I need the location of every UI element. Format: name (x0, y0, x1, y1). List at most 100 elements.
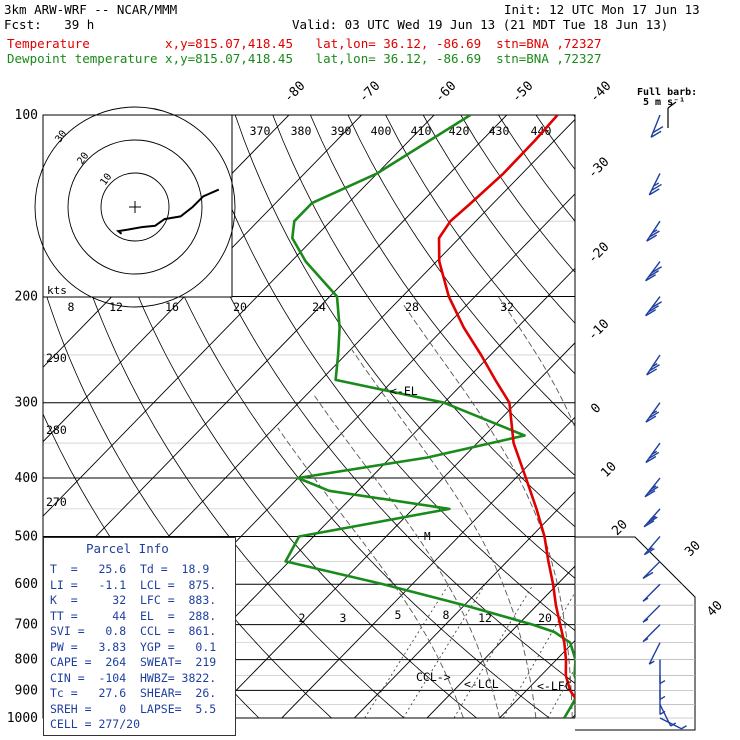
wind-barb (659, 659, 666, 685)
temperature-tick-label: 40 (704, 598, 726, 620)
wind-barb-feather (646, 234, 658, 242)
wind-barb (645, 402, 661, 423)
init-time: Init: 12 UTC Mon 17 Jun 13 (504, 2, 700, 17)
dry-adiabat-line (234, 115, 575, 579)
mixing-ratio-line (502, 591, 575, 718)
wind-barb-feather (650, 130, 662, 138)
parcel-row: SVI = 0.8 CCL = 861. (50, 624, 217, 638)
moist-adiabat-line (351, 349, 537, 718)
theta-label: 400 (371, 124, 392, 138)
ccl-marker: CCL-> (416, 670, 451, 684)
pressure-tick-label: 600 (15, 577, 38, 592)
mixing-ratio-label: 5 (395, 608, 402, 622)
isotherm-line (499, 640, 575, 718)
wind-barb-half-feather (642, 618, 649, 623)
pressure-tick-label: 300 (15, 396, 38, 411)
dry-adiabat-line (649, 115, 740, 718)
wind-barb-staff (648, 173, 661, 196)
hodograph-box (42, 114, 233, 298)
isotherm-line (354, 491, 575, 718)
wind-barb-staff (646, 354, 661, 376)
wind-barb-feather (647, 516, 658, 524)
wind-barb-half-feather (650, 485, 657, 490)
valid-time: Valid: 03 UTC Wed 19 Jun 13 (21 MDT Tue … (292, 17, 669, 32)
wind-barb-staff (648, 642, 661, 665)
pressure-tick-label: 200 (15, 290, 38, 305)
theta-label: 390 (331, 124, 352, 138)
dry-adiabat-line (46, 115, 405, 718)
temperature-tick-label: -20 (585, 240, 612, 267)
reference-temperature-label: 290 (46, 351, 67, 365)
theta-label: 420 (449, 124, 470, 138)
wind-barb-staff (642, 560, 661, 579)
wind-barb-half-feather (659, 679, 666, 685)
wind-barb-half-feather (647, 547, 653, 552)
pressure-tick-label: 1000 (7, 711, 38, 726)
wind-barb-staff (645, 442, 661, 463)
wind-barb-feather (649, 364, 660, 372)
dry-adiabat-line (347, 115, 575, 426)
temperature-tick-label: 10 (598, 459, 620, 481)
wind-barb-half-feather (651, 363, 658, 368)
wind-barb-feather (652, 126, 664, 134)
wind-barb-half-feather (681, 725, 687, 730)
dry-adiabat-line (498, 115, 575, 222)
full-barb-feather (667, 101, 677, 109)
wind-barb-staff (642, 604, 661, 623)
el-marker: <-EL (390, 384, 418, 398)
wind-barb (642, 583, 661, 602)
hodograph-speed-label: 28 (405, 300, 419, 314)
dry-adiabat-line (611, 115, 740, 718)
mixing-ratio-label: 2 (299, 611, 306, 625)
parcel-row: T = 25.6 Td = 18.9 (50, 562, 210, 576)
wind-barb (659, 675, 666, 701)
wind-barb (648, 642, 661, 665)
parcel-row: CELL = 277/20 (50, 717, 141, 731)
temperature-tick-label: -40 (587, 79, 614, 106)
hodograph-speed-label: 16 (165, 300, 179, 314)
wind-barb (642, 624, 661, 643)
parcel-row: Tc = 27.6 SHEAR= 26. (50, 686, 217, 700)
isotherm-line (43, 115, 362, 443)
mixing-ratio-line (607, 584, 677, 718)
wind-barb (644, 477, 661, 498)
wind-barb-half-feather (653, 182, 660, 187)
m-marker: M (424, 530, 431, 543)
isotherm-line (281, 416, 575, 718)
dry-adiabat-line (724, 115, 740, 718)
dry-adiabat-line (310, 115, 575, 477)
dry-adiabat-line (197, 115, 575, 632)
wind-barb-staff (646, 220, 661, 242)
dry-adiabat-line (422, 115, 575, 324)
mixing-ratio-line (547, 667, 575, 718)
forecast-hour: Fcst: 39 h (4, 17, 95, 32)
wind-barb-half-feather (651, 229, 658, 234)
wind-barb (642, 560, 661, 580)
temperature-line (437, 115, 575, 700)
hodograph-ring (67, 139, 203, 275)
mixing-ratio-label: 3 (340, 611, 347, 625)
wind-barb (645, 296, 662, 317)
theta-label: 370 (250, 124, 271, 138)
wind-barb-staff (642, 624, 661, 643)
wind-barb-staff (645, 402, 661, 423)
mixing-ratio-line (402, 583, 486, 718)
temperature-tick-label: -50 (509, 79, 536, 106)
wind-barb-feather (651, 266, 662, 274)
dry-adiabat-line (272, 115, 575, 528)
wind-barb (646, 354, 661, 376)
theta-label: 380 (291, 124, 312, 138)
isotherm-line (426, 565, 575, 718)
diagram-lines (43, 115, 740, 718)
parcel-row: K = 32 LFC = 883. (50, 593, 217, 607)
wind-barb-feather (647, 486, 659, 494)
wind-barb-feather (642, 571, 654, 580)
reference-temperature-label: 270 (46, 495, 67, 509)
mixing-ratio-label: 8 (443, 608, 450, 622)
full-barb-unit-label: 5 m s⁻¹ (643, 97, 685, 108)
parcel-row: LI = -1.1 LCL = 875. (50, 577, 217, 592)
lcl-marker: <-LCL (464, 677, 499, 691)
pressure-tick-label: 400 (15, 471, 38, 486)
wind-barb-feather (651, 301, 662, 309)
wind-barb-feather (645, 455, 657, 464)
